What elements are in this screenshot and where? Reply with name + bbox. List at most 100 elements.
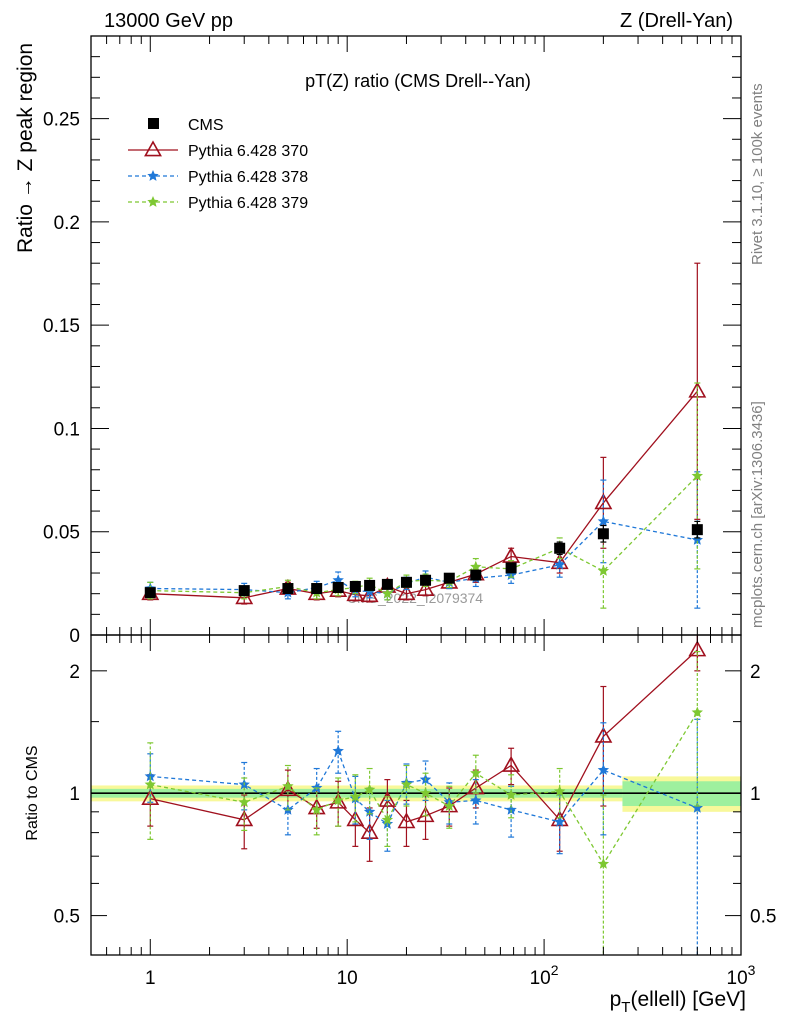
ratio-frame — [90, 634, 742, 956]
data-point — [144, 587, 156, 599]
y-tick-label: 0.2 — [54, 213, 80, 234]
legend-item: Pythia 6.428 378 — [128, 169, 308, 186]
legend-label: CMS — [188, 117, 224, 134]
y-tick-label: 0.5 — [54, 907, 80, 928]
data-point — [400, 778, 413, 790]
y-tick-label: 0.1 — [54, 419, 80, 440]
series-cms — [144, 520, 703, 599]
y-tick-label: 0.15 — [43, 316, 80, 337]
data-point — [144, 770, 156, 782]
data-point — [381, 578, 393, 590]
series-pythia-6-428-370 — [141, 635, 707, 862]
series-line — [150, 390, 698, 599]
data-point — [400, 576, 412, 588]
data-point — [349, 790, 361, 802]
y-tick-label: 1 — [69, 784, 80, 805]
data-point — [594, 493, 613, 510]
data-point — [397, 812, 416, 829]
x-tick-label: 10 — [337, 968, 358, 989]
legend-marker — [147, 196, 159, 207]
series-line — [150, 649, 698, 834]
data-point — [502, 755, 521, 772]
x-tick-label: 102 — [530, 962, 559, 989]
y-tick-label-right: 2 — [750, 662, 761, 683]
data-point — [311, 803, 323, 815]
y-axis-label: Ratio → Z peak region — [14, 43, 37, 253]
data-point — [443, 572, 455, 584]
legend-marker — [144, 140, 162, 157]
data-point — [505, 562, 517, 574]
main-panel: pT(Z) ratio (CMS Drell--Yan) CMS_2022_I2… — [14, 35, 742, 647]
data-point — [505, 789, 517, 800]
data-point — [420, 574, 432, 586]
y-tick-label: 0.25 — [43, 110, 80, 131]
data-point — [470, 767, 482, 779]
series-pythia-6-428-378 — [144, 718, 703, 955]
y-tick-label: 2 — [69, 662, 80, 683]
data-point — [470, 569, 482, 581]
legend-label: Pythia 6.428 370 — [188, 143, 308, 160]
data-point — [443, 800, 455, 811]
data-point — [346, 585, 365, 602]
series-line — [150, 520, 698, 595]
data-point — [691, 534, 703, 545]
data-point — [381, 813, 394, 825]
data-point — [397, 584, 416, 601]
rivet-label: Rivet 3.1.10, ≥ 100k events — [749, 83, 766, 265]
data-point — [282, 780, 294, 792]
data-point — [691, 470, 703, 481]
data-point — [332, 794, 344, 806]
data-point — [597, 764, 610, 775]
data-point — [416, 579, 435, 596]
header-right: Z (Drell-Yan) — [620, 10, 733, 32]
data-point — [329, 792, 348, 809]
series-pythia-6-428-379 — [144, 651, 703, 955]
data-point — [238, 585, 250, 597]
data-point — [691, 524, 703, 536]
data-point — [597, 515, 610, 527]
data-point — [364, 579, 376, 591]
watermark: CMS_2022_I2079374 — [347, 590, 483, 606]
data-point — [332, 581, 344, 593]
main-title: pT(Z) ratio (CMS Drell--Yan) — [305, 71, 531, 91]
header-left: 13000 GeV pp — [104, 10, 233, 32]
data-point — [554, 542, 566, 554]
data-point — [349, 580, 361, 592]
legend-item: Pythia 6.428 379 — [128, 195, 308, 212]
x-axis-label: pT(ellell) [GeV] — [610, 988, 746, 1016]
mcplots-label: mcplots.cern.ch [arXiv:1306.3436] — [749, 401, 766, 628]
data-point — [597, 528, 609, 540]
data-point — [381, 587, 394, 599]
series-line — [150, 475, 698, 595]
series-pythia-6-428-378 — [144, 471, 703, 609]
data-point — [597, 857, 610, 869]
y-tick-label: 0 — [69, 626, 80, 647]
legend-item: Pythia 6.428 370 — [128, 140, 308, 160]
data-point — [235, 588, 254, 605]
data-point — [419, 787, 432, 799]
legend-label: Pythia 6.428 379 — [188, 195, 308, 212]
data-point — [235, 810, 254, 827]
data-point — [332, 745, 344, 756]
data-point — [470, 560, 482, 572]
ratio-panel: 1 10 102 103 0.5 0.5 1 1 2 2 Ratio to CMS pT(elle… — [24, 634, 776, 1016]
svg-text:Ratio → Z peak region: Ratio → Z peak region — [14, 43, 37, 253]
data-point — [238, 796, 250, 808]
x-tick-label: 1 — [145, 968, 156, 989]
data-point — [278, 780, 297, 797]
data-point — [554, 558, 566, 570]
legend-item: CMS — [148, 117, 224, 134]
data-point — [470, 794, 482, 806]
y-tick-label-right: 1 — [750, 784, 761, 805]
data-point — [691, 706, 703, 718]
data-point — [360, 586, 379, 603]
legend-marker — [147, 170, 159, 181]
data-point — [346, 810, 365, 827]
data-point — [363, 783, 376, 795]
data-point — [691, 801, 703, 813]
x-tick-label: 103 — [727, 962, 756, 989]
data-point — [597, 565, 610, 576]
legend-label: Pythia 6.428 378 — [188, 169, 308, 186]
data-point — [416, 806, 435, 823]
